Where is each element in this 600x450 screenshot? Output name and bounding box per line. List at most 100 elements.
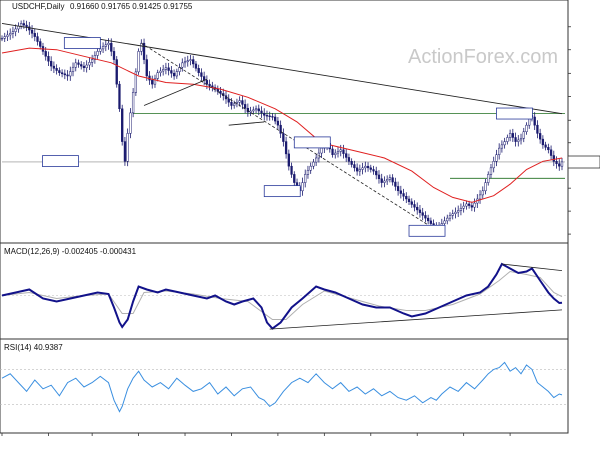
candle-body	[107, 42, 110, 46]
candle-body	[525, 124, 528, 132]
candle-body	[252, 109, 255, 112]
candle-body	[175, 71, 178, 77]
candle-body	[22, 23, 26, 26]
candle-body	[481, 190, 484, 196]
candle-body	[282, 133, 285, 142]
candle-body	[50, 60, 53, 67]
candle-body	[350, 161, 353, 165]
candle-body	[55, 68, 58, 71]
candle-body	[391, 177, 394, 183]
candle-body	[208, 83, 211, 87]
candle-body	[99, 48, 102, 52]
candle-body	[536, 124, 539, 134]
price-ohlc: 0.91660 0.91765 0.91425 0.91755	[70, 2, 193, 11]
candle-body	[227, 98, 230, 103]
candle-body	[364, 165, 367, 169]
candle-body	[233, 103, 236, 106]
candle-body	[312, 161, 315, 167]
candle-body	[290, 165, 293, 175]
candle-body	[484, 182, 487, 192]
candle-body	[19, 23, 23, 27]
candle-body	[309, 165, 312, 171]
candle-body	[265, 115, 269, 117]
candle-body	[121, 108, 124, 142]
candle-body	[241, 100, 244, 105]
rsi-panel-frame	[0, 338, 569, 434]
candle-body	[560, 161, 564, 167]
candle-body	[342, 149, 345, 154]
candle-body	[257, 108, 260, 112]
candle-body	[426, 217, 430, 222]
candle-body	[470, 205, 474, 208]
candle-body	[142, 42, 146, 60]
candle-body	[399, 190, 402, 194]
candle-body	[115, 59, 118, 85]
candle-body	[353, 164, 356, 169]
candle-body	[388, 177, 392, 180]
candle-body	[162, 69, 165, 72]
price-annotation-box	[263, 185, 301, 198]
candle-body	[11, 31, 15, 34]
candle-body	[506, 137, 509, 142]
candle-body	[380, 178, 383, 183]
rsi-header: RSI(14) 40.9387	[4, 343, 63, 352]
candle-body	[454, 211, 457, 215]
candle-body	[36, 36, 39, 42]
candle-body	[416, 206, 419, 211]
candle-body	[405, 196, 408, 200]
candle-body	[134, 71, 138, 93]
candle-body	[429, 220, 433, 224]
candle-body	[189, 59, 192, 61]
candle-body	[446, 217, 449, 222]
candle-body	[260, 110, 263, 114]
watermark: ActionForex.com	[408, 46, 558, 68]
candle-body	[238, 100, 241, 103]
candle-body	[216, 88, 219, 92]
candle-body	[145, 59, 148, 77]
candle-body	[60, 72, 64, 75]
candle-body	[129, 112, 132, 134]
candle-body	[44, 51, 47, 57]
candle-body	[473, 202, 476, 208]
candle-body	[500, 144, 504, 149]
candle-body	[77, 62, 80, 65]
candle-body	[549, 149, 553, 156]
candle-body	[331, 148, 334, 155]
candle-body	[498, 147, 501, 155]
candle-body	[249, 110, 252, 113]
candle-body	[14, 28, 17, 32]
trendline	[228, 121, 265, 126]
candle-body	[30, 29, 34, 34]
candle-body	[304, 174, 307, 183]
candle-body	[459, 208, 463, 211]
price-annotation-box	[293, 136, 331, 149]
candle-body	[443, 220, 446, 224]
candle-body	[123, 141, 127, 162]
candle-body	[263, 112, 266, 116]
candle-body	[271, 116, 274, 118]
candle-body	[478, 194, 482, 200]
candle-body	[375, 170, 378, 176]
candle-body	[170, 70, 173, 74]
candle-body	[508, 133, 512, 138]
candle-body	[495, 154, 498, 162]
candle-body	[153, 78, 157, 85]
price-annotation-box	[496, 107, 533, 120]
rsi-line	[1, 361, 563, 413]
candle-body	[451, 213, 454, 216]
candle-body	[230, 101, 233, 106]
candle-body	[197, 68, 200, 73]
candle-body	[293, 174, 296, 183]
candle-body	[386, 179, 389, 182]
candle-body	[462, 205, 465, 209]
macd-trendline	[269, 309, 563, 330]
candle-body	[39, 41, 42, 47]
candle-body	[200, 72, 203, 77]
candle-body	[80, 64, 83, 67]
candle-body	[347, 157, 351, 162]
candle-body	[355, 167, 359, 172]
candle-body	[276, 120, 280, 126]
macd-header: MACD(12,26,9) -0.002405 -0.000431	[4, 247, 137, 256]
candle-body	[492, 161, 495, 169]
candle-body	[467, 203, 471, 206]
